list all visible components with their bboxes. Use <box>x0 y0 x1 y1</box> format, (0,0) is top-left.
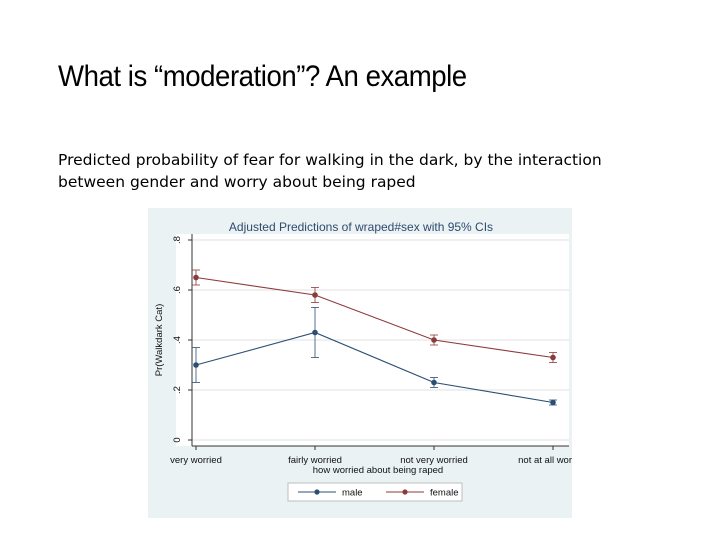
y-tick-label: .6 <box>172 286 183 294</box>
x-tick-label: fairly worried <box>288 455 342 466</box>
x-tick-label: not at all worried <box>518 455 572 466</box>
slide-subtitle: Predicted probability of fear for walkin… <box>58 151 602 191</box>
x-axis-label: how worried about being raped <box>313 465 443 476</box>
data-point-female <box>550 354 556 361</box>
legend: male female <box>298 488 459 499</box>
data-point-male <box>312 329 318 336</box>
grid-layer <box>192 239 569 441</box>
legend-marker-male <box>314 489 320 495</box>
data-point-male <box>550 399 556 406</box>
data-point-male <box>431 379 437 386</box>
slide-title: What is “moderation”? An example <box>58 60 467 93</box>
series-line-male <box>195 331 554 404</box>
y-tick-label: 0 <box>172 437 183 442</box>
y-tick-label: .4 <box>172 336 183 344</box>
x-tick-label: not very worried <box>400 455 468 466</box>
y-tick-label: .8 <box>172 236 183 244</box>
x-tick-label: very worried <box>170 455 222 466</box>
y-tick-label: .2 <box>172 386 183 394</box>
axis-layer: 0 .2 .4 .6 .8 very worried fairly worried not v… <box>170 234 572 466</box>
data-point-male <box>193 362 199 368</box>
chart-panel: Adjusted Predictions of wraped#sex with … <box>148 208 572 518</box>
data-point-female <box>312 292 318 298</box>
series-layer <box>192 269 557 406</box>
data-point-female <box>431 337 437 343</box>
legend-box <box>287 482 463 502</box>
chart-svg: Adjusted Predictions of wraped#sex with … <box>148 208 572 518</box>
legend-label-male: male <box>342 488 363 499</box>
data-point-female <box>193 274 199 281</box>
chart-title: Adjusted Predictions of wraped#sex with … <box>229 220 493 234</box>
legend-label-female: female <box>430 488 459 499</box>
legend-marker-female <box>402 489 408 495</box>
y-axis-label: Pr(Walkdark Cat) <box>154 304 165 377</box>
series-line-female <box>195 276 554 359</box>
